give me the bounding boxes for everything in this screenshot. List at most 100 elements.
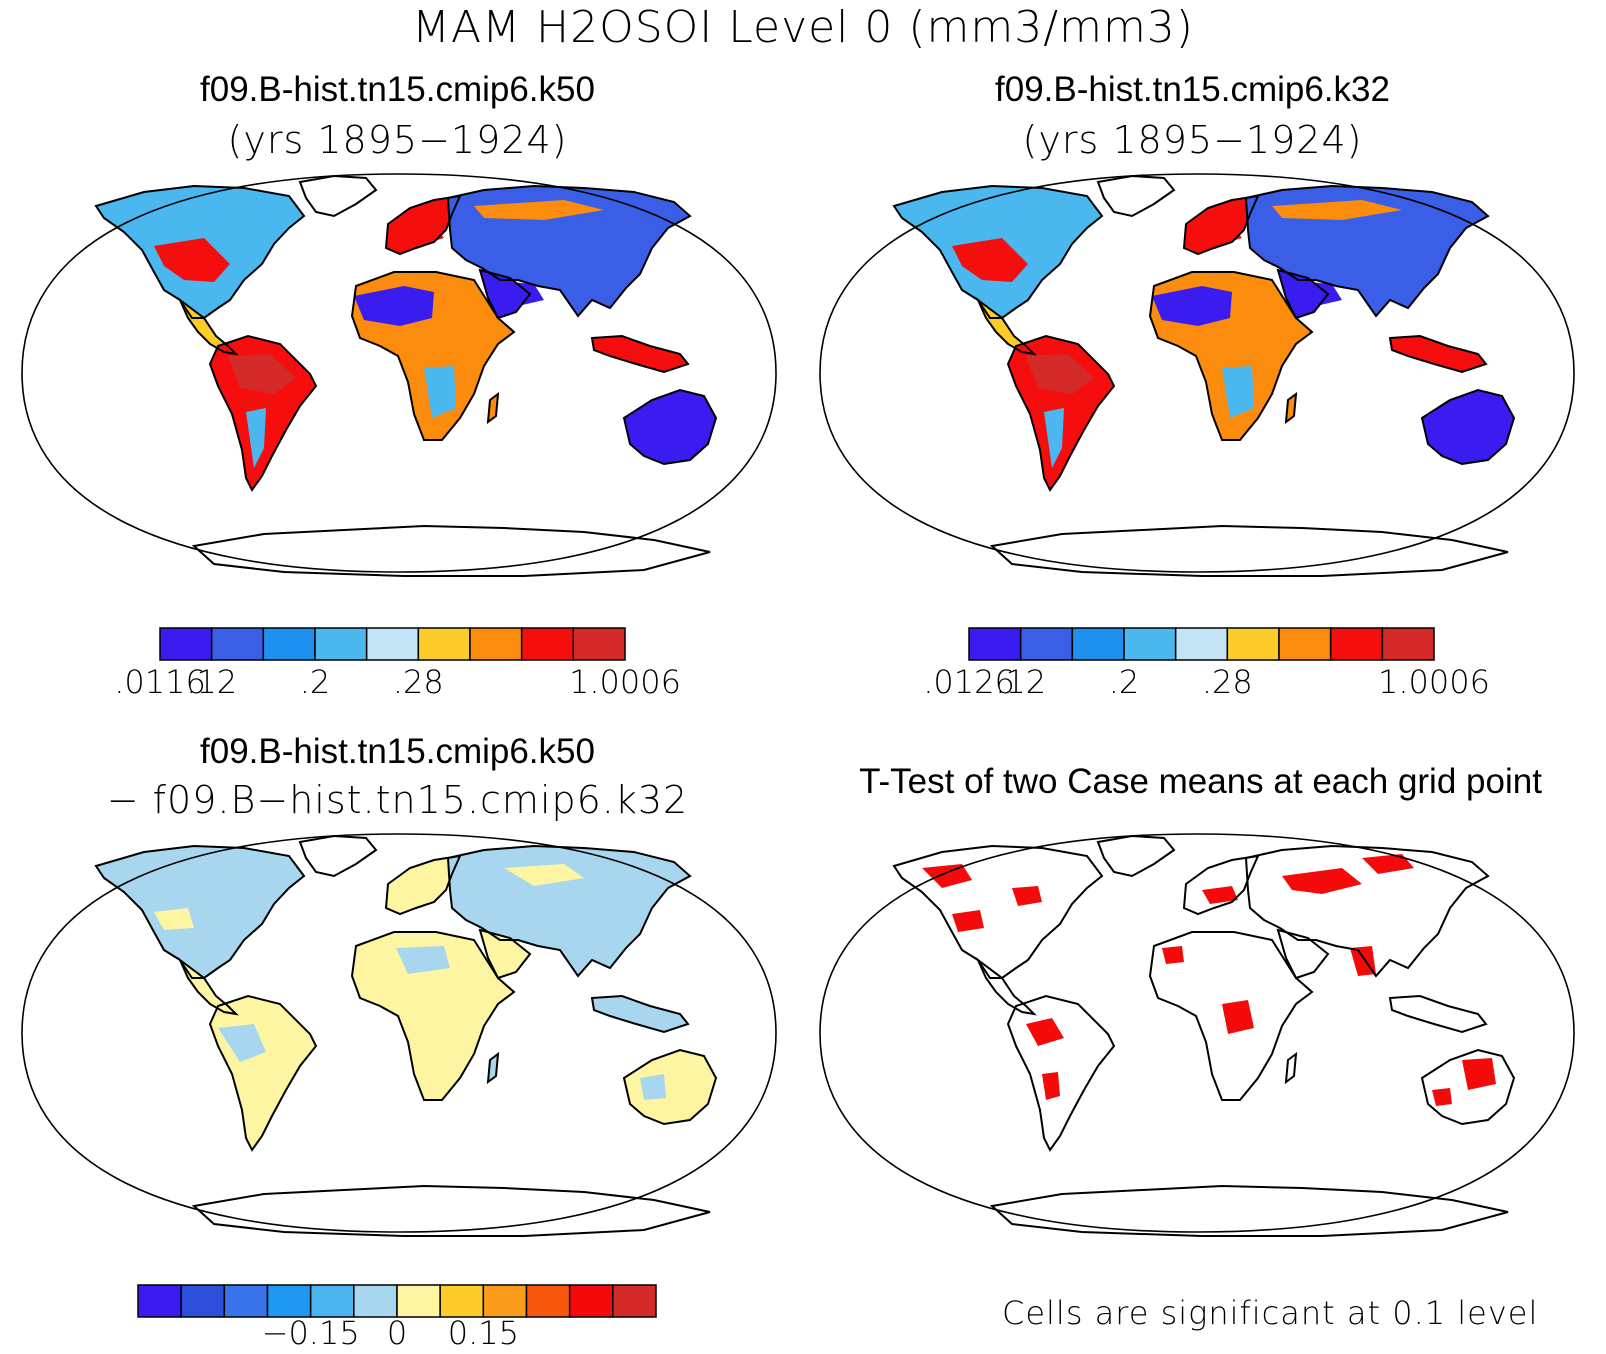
colorbar-swatch: [210, 627, 265, 661]
colorbar-swatch: [439, 1284, 485, 1318]
coastline-madagascar: [1284, 1051, 1298, 1085]
colorbar-swatch: [520, 627, 575, 661]
significant-cell: [1282, 868, 1362, 894]
colorbar-tick-label: 0: [386, 1314, 408, 1352]
coastline-asia: [446, 184, 692, 318]
land-australia: [624, 1050, 716, 1124]
coastline-greenland: [1096, 174, 1176, 218]
land-antarctica: [992, 1186, 1508, 1236]
colorbar-swatch: [365, 627, 420, 661]
significant-cell: [1222, 1000, 1254, 1034]
colorbar-tick-label: .12: [186, 663, 238, 701]
significant-cell: [1350, 946, 1376, 976]
colorbar-top-left: .0116.12 .2 .28 1.0006: [114, 627, 681, 717]
colorbar-swatches-bottom-left: [137, 1284, 657, 1318]
colorbar-swatch: [137, 1284, 182, 1318]
field-europe-wet: [1192, 226, 1242, 246]
colorbar-swatch: [469, 627, 523, 661]
colorbar-tick-label: .2: [299, 663, 331, 701]
coastline-arabia: [1276, 928, 1330, 980]
coastline-samerica: [208, 994, 318, 1152]
field-arid-mideast: [1282, 280, 1342, 306]
coastline-camerica: [177, 296, 239, 356]
coastline-namerica: [94, 844, 306, 979]
colorbar-top-right: .0126.12 .2 .28 1.0006: [923, 627, 1490, 717]
land-camerica: [978, 300, 1034, 354]
coastline-namerica: [892, 184, 1104, 319]
colorbar-swatch: [417, 627, 471, 661]
map-bottom-right: [819, 833, 1575, 1237]
field-southern-africa: [424, 366, 456, 418]
coastline-antarctica: [191, 1184, 711, 1237]
land-greenland: [1098, 836, 1174, 876]
field-southern-africa: [1222, 366, 1254, 418]
colorbar-swatch: [396, 1284, 441, 1318]
land-indonesia: [1390, 336, 1486, 372]
coastline-europe: [1182, 854, 1260, 916]
land-indonesia: [1390, 996, 1486, 1032]
significant-cell: [1202, 886, 1238, 904]
panel-title-bottom-left: f09.B-hist.tn15.cmip6.k50: [200, 732, 595, 771]
significant-cell: [1012, 886, 1042, 906]
coastline-asia: [1244, 844, 1490, 978]
colorbar-tick-label: 0.15: [447, 1314, 519, 1352]
colorbar-swatch: [1329, 627, 1384, 661]
colorbar-labels-top-right: .0126.12 .2 .28 1.0006: [923, 663, 1490, 707]
panel-title-top-right: f09.B-hist.tn15.cmip6.k32: [995, 70, 1390, 109]
field-sahara: [1152, 286, 1232, 326]
panel-title-top-left: f09.B-hist.tn15.cmip6.k50: [200, 70, 595, 109]
colorbar-tick-label: .0116: [114, 663, 206, 701]
colorbar-swatches-top-left: [159, 627, 626, 661]
coastline-africa: [1148, 271, 1314, 441]
colorbar-swatch: [572, 627, 626, 661]
significance-note: Cells are significant at 0.1 level: [1002, 1294, 1539, 1332]
field-amazon: [1026, 354, 1094, 394]
coastline-antarctica: [989, 524, 1509, 577]
land-australia: [624, 390, 716, 464]
map-top-right: [819, 173, 1575, 577]
colorbar-swatch: [1174, 627, 1229, 661]
colorbar-bottom-left: −0.15 0 0.15: [137, 1284, 657, 1354]
colorbar-swatch: [568, 1284, 614, 1318]
colorbar-swatch: [1226, 627, 1280, 661]
colorbar-swatch: [309, 1284, 355, 1318]
land-africa: [352, 932, 514, 1100]
field-samerica-neg: [218, 1024, 266, 1062]
colorbar-swatch: [266, 1284, 312, 1318]
field-siberia: [474, 200, 604, 220]
map-top-left: [21, 173, 777, 577]
field-central-asia: [1342, 242, 1422, 272]
field-siberia-pos: [504, 864, 584, 886]
field-sahel-neg: [396, 946, 450, 974]
coastline-antarctica: [191, 524, 711, 577]
coastline-namerica: [892, 844, 1104, 979]
land-greenland: [300, 836, 376, 876]
colorbar-labels-top-left: .0116.12 .2 .28 1.0006: [114, 663, 681, 707]
colorbar-tick-label: −0.15: [261, 1314, 360, 1352]
colorbar-swatch: [1278, 627, 1332, 661]
panel-subtitle-bottom-left: − f09.B−hist.tn15.cmip6.k32: [106, 778, 689, 822]
colorbar-labels-bottom-left: −0.15 0 0.15: [138, 1314, 656, 1354]
coastline-indonesia: [1388, 334, 1488, 374]
colorbar-swatch: [482, 1284, 528, 1318]
field-patagonia: [1044, 408, 1064, 468]
land-indonesia: [592, 996, 688, 1032]
map-border: [21, 173, 777, 573]
coastline-antarctica: [989, 1184, 1509, 1237]
coastline-australia: [622, 388, 718, 466]
coastline-australia: [1420, 388, 1516, 466]
field-europe-wet: [394, 226, 444, 246]
coastline-samerica: [1006, 994, 1116, 1152]
colorbar-tick-label: 1.0006: [569, 663, 681, 701]
significant-cell: [1432, 1088, 1452, 1106]
coastline-samerica: [1006, 334, 1116, 492]
field-arid-mideast: [484, 280, 544, 306]
coastline-madagascar: [1284, 391, 1298, 425]
colorbar-tick-label: .28: [1201, 663, 1253, 701]
land-antarctica: [992, 526, 1508, 576]
land-camerica: [978, 960, 1034, 1014]
field-us-east: [154, 238, 230, 282]
map-border: [819, 173, 1575, 573]
land-antarctica: [194, 526, 710, 576]
colorbar-tick-label: 1.0006: [1378, 663, 1490, 701]
